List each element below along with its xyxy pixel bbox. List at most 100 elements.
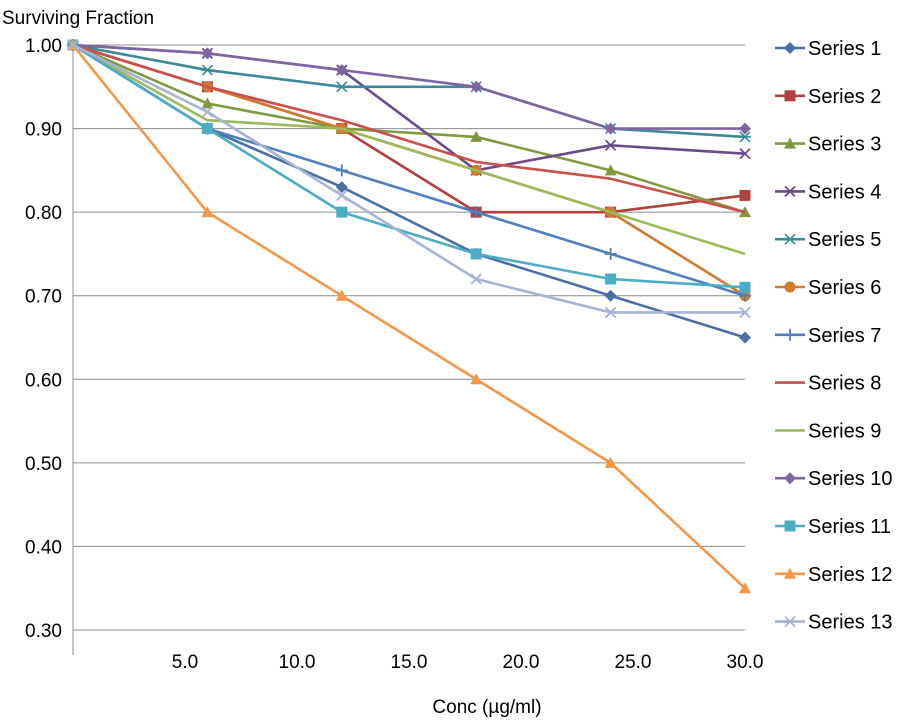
data-point — [784, 185, 796, 198]
data-point — [739, 148, 751, 160]
data-point — [201, 64, 214, 76]
x-tick-label: 25.0 — [615, 652, 652, 673]
legend-label: Series 5 — [808, 229, 881, 251]
data-point — [604, 122, 617, 135]
legend-label: Series 7 — [808, 325, 881, 347]
legend-item: Series 3 — [775, 134, 881, 156]
data-point — [784, 90, 796, 102]
x-tick-label: 30.0 — [727, 652, 764, 673]
data-point — [335, 64, 348, 77]
data-point — [201, 106, 214, 118]
data-point — [739, 189, 751, 201]
legend-item: Series 5 — [775, 229, 881, 251]
y-tick-label: 0.30 — [25, 621, 62, 642]
y-tick-label: 0.60 — [25, 370, 62, 391]
data-point — [784, 137, 796, 149]
data-point — [739, 131, 751, 143]
legend-item: Series 12 — [775, 564, 893, 586]
data-point — [470, 373, 483, 385]
data-point — [784, 520, 796, 532]
data-point — [605, 273, 617, 285]
data-point — [739, 281, 751, 293]
data-point — [784, 281, 796, 293]
legend-item: Series 13 — [775, 612, 893, 634]
legend-item: Series 8 — [775, 373, 881, 395]
data-point — [739, 122, 751, 135]
data-point — [784, 42, 796, 54]
data-point — [335, 289, 348, 301]
data-point — [739, 331, 751, 344]
data-point — [336, 189, 348, 202]
series-line — [72, 43, 745, 130]
series-line — [72, 43, 745, 314]
data-point — [470, 206, 483, 219]
legend-item: Series 10 — [775, 468, 893, 490]
data-point — [201, 206, 214, 218]
legend-label: Series 12 — [808, 564, 893, 586]
y-tick-label: 0.50 — [25, 454, 62, 475]
legend-item: Series 4 — [775, 181, 881, 203]
data-point — [784, 472, 796, 485]
gridlines — [73, 44, 745, 547]
data-point — [784, 233, 796, 245]
series-group — [67, 39, 751, 594]
legend-label: Series 4 — [808, 181, 881, 203]
series-line — [71, 44, 746, 590]
data-point — [604, 247, 617, 260]
legend: Series 1 Series 2 Series 3 Series 4 Series 5… — [775, 38, 893, 634]
axes: 0.30 0.40 0.50 0.60 0.70 0.80 0.90 1.00 5.0 10.0 1… — [25, 36, 763, 673]
x-tick-label: 20.0 — [503, 652, 540, 673]
data-point — [335, 181, 348, 194]
series-line — [72, 43, 746, 256]
legend-item: Series 9 — [775, 420, 881, 442]
y-tick-label: 0.40 — [25, 537, 62, 558]
x-tick-label: 10.0 — [279, 652, 316, 673]
legend-item: Series 7 — [775, 325, 881, 347]
series-series-13 — [67, 39, 751, 319]
data-point — [335, 81, 348, 93]
legend-item: Series 6 — [775, 277, 881, 299]
data-point — [604, 139, 617, 151]
data-point — [201, 97, 214, 109]
y-axis-label: Surviving Fraction — [2, 8, 154, 29]
data-point — [336, 206, 348, 218]
series-series-5 — [67, 39, 751, 143]
legend-item: Series 2 — [775, 86, 881, 108]
legend-label: Series 13 — [808, 612, 893, 634]
data-point — [201, 47, 214, 60]
x-tick-label: 5.0 — [172, 652, 198, 673]
data-point — [604, 164, 617, 176]
legend-label: Series 8 — [808, 373, 881, 395]
data-point — [67, 39, 79, 51]
data-point — [784, 615, 796, 628]
series-line — [72, 43, 746, 214]
series-series-12 — [67, 39, 751, 594]
legend-label: Series 1 — [808, 38, 881, 60]
x-tick-label: 15.0 — [391, 652, 428, 673]
data-point — [470, 248, 482, 260]
data-point — [739, 582, 751, 594]
legend-label: Series 6 — [808, 277, 881, 299]
legend-item: Series 11 — [775, 516, 891, 538]
series-line — [72, 43, 746, 139]
data-point — [604, 456, 617, 468]
data-point — [604, 289, 617, 302]
legend-label: Series 3 — [808, 134, 881, 156]
data-point — [604, 306, 617, 319]
legend-label: Series 11 — [808, 516, 891, 538]
legend-label: Series 2 — [808, 86, 881, 108]
series-line — [72, 43, 746, 214]
data-point — [739, 306, 751, 319]
legend-item: Series 1 — [775, 38, 881, 60]
data-point — [784, 328, 796, 341]
data-point — [470, 80, 483, 93]
series-line — [72, 43, 746, 289]
legend-label: Series 9 — [808, 420, 881, 442]
series-series-9 — [72, 43, 746, 256]
data-point — [470, 273, 482, 285]
y-tick-label: 0.80 — [25, 203, 62, 224]
y-tick-label: 1.00 — [25, 36, 62, 57]
series-series-4 — [67, 39, 751, 176]
